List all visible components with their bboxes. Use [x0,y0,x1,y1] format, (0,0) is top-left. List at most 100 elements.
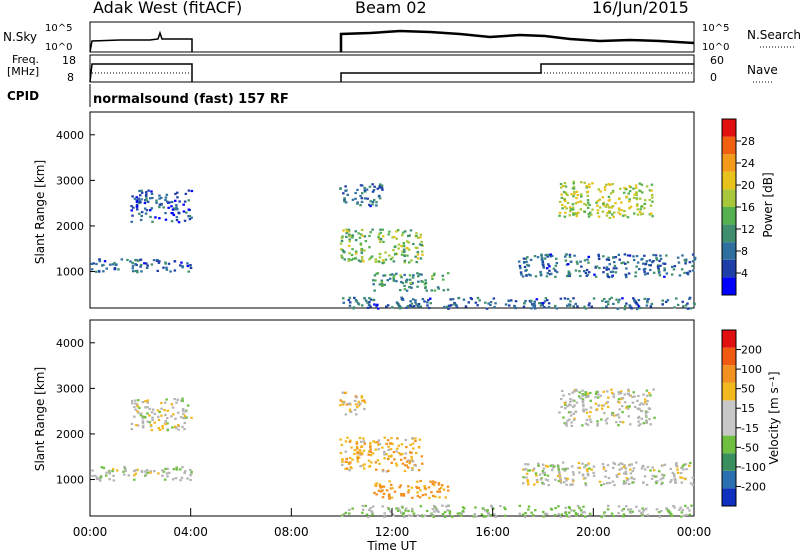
power-cell [520,273,523,276]
power-cell [399,274,402,277]
power-cell [619,213,622,216]
power-cell [186,262,189,265]
power-cell [636,303,640,306]
power-cell [416,251,420,254]
power-cell [354,230,357,233]
power-cell [342,192,345,195]
power-cell [186,264,190,268]
velocity-cell [627,415,630,418]
power-cell [158,206,161,209]
velocity-cell [381,489,384,492]
velocity-cell [400,511,403,514]
velocity-cell [636,407,640,410]
power-colorbar-tick-label: 12 [741,223,755,236]
power-cell [447,304,451,307]
power-cell [586,190,590,193]
velocity-cell [661,477,665,480]
velocity-cell [432,484,436,487]
power-cell [165,266,168,269]
velocity-cell [144,406,147,409]
power-cell [356,202,359,205]
velocity-cell [549,464,552,467]
velocity-cell [388,442,392,445]
power-cell [605,214,609,217]
velocity-cell [551,464,554,467]
velocity-cell [181,397,184,400]
velocity-cell [682,463,686,466]
velocity-cell [551,466,555,469]
velocity-cell [370,511,374,514]
velocity-cell [623,464,626,467]
power-cell [661,299,664,302]
power-cell [663,262,667,265]
velocity-cell [578,391,581,394]
power-cell [388,277,392,280]
power-cell [158,260,161,263]
power-cell [419,236,422,239]
velocity-cell [458,512,461,515]
power-cell [645,260,649,263]
power-cell [373,185,376,188]
power-cell [190,216,193,219]
power-cell [681,254,684,257]
velocity-cell [503,514,507,517]
velocity-cell [416,514,420,517]
velocity-cell [600,515,603,518]
power-cell [573,190,576,194]
power-cell [529,258,533,261]
power-cell [596,212,600,215]
velocity-cell [596,390,600,393]
velocity-cell [631,395,634,399]
velocity-cell [566,477,569,480]
velocity-cell [396,437,399,440]
velocity-cell [578,506,581,509]
velocity-cell [627,482,631,486]
power-cell [586,199,590,202]
power-cell [576,262,579,265]
power-cell [372,279,375,282]
power-cell [350,258,353,261]
power-cell [691,260,695,263]
power-cell [652,253,655,257]
velocity-cell [189,468,192,471]
velocity-cell [344,413,348,416]
power-cell [541,261,545,264]
velocity-cell [170,415,173,418]
velocity-cell [642,393,645,396]
velocity-cell [585,468,589,471]
power-cell [408,234,411,237]
velocity-cell [669,513,673,516]
velocity-cell [133,406,136,409]
velocity-cell [680,515,683,518]
velocity-cell [641,511,644,514]
velocity-cell [604,419,608,422]
velocity-cell [136,468,139,471]
velocity-cell [675,463,678,466]
power-cell [145,266,149,269]
velocity-cell [386,439,390,442]
velocity-cell [166,409,170,412]
velocity-colorbar-tick-label: 15 [741,402,755,415]
power-cell [98,270,101,273]
power-cell [373,274,377,277]
velocity-cell [446,509,449,512]
power-cell [111,263,115,266]
velocity-cell [374,483,377,486]
power-cell [635,302,638,305]
velocity-cell [369,448,372,451]
velocity-cell [382,492,386,495]
power-cell [180,261,183,264]
power-cell [348,304,352,307]
velocity-cell [146,401,149,404]
velocity-cell [682,514,685,517]
velocity-cell [637,415,641,418]
power-cell [655,258,659,261]
velocity-cell [522,468,525,471]
velocity-cell [544,478,548,481]
power-cell [427,306,431,310]
frequency-strip: Freq. [MHz] 18 8 60 0 Nave [7,53,778,84]
velocity-cell [622,515,625,518]
power-cell [649,268,652,272]
velocity-cell [571,399,575,402]
